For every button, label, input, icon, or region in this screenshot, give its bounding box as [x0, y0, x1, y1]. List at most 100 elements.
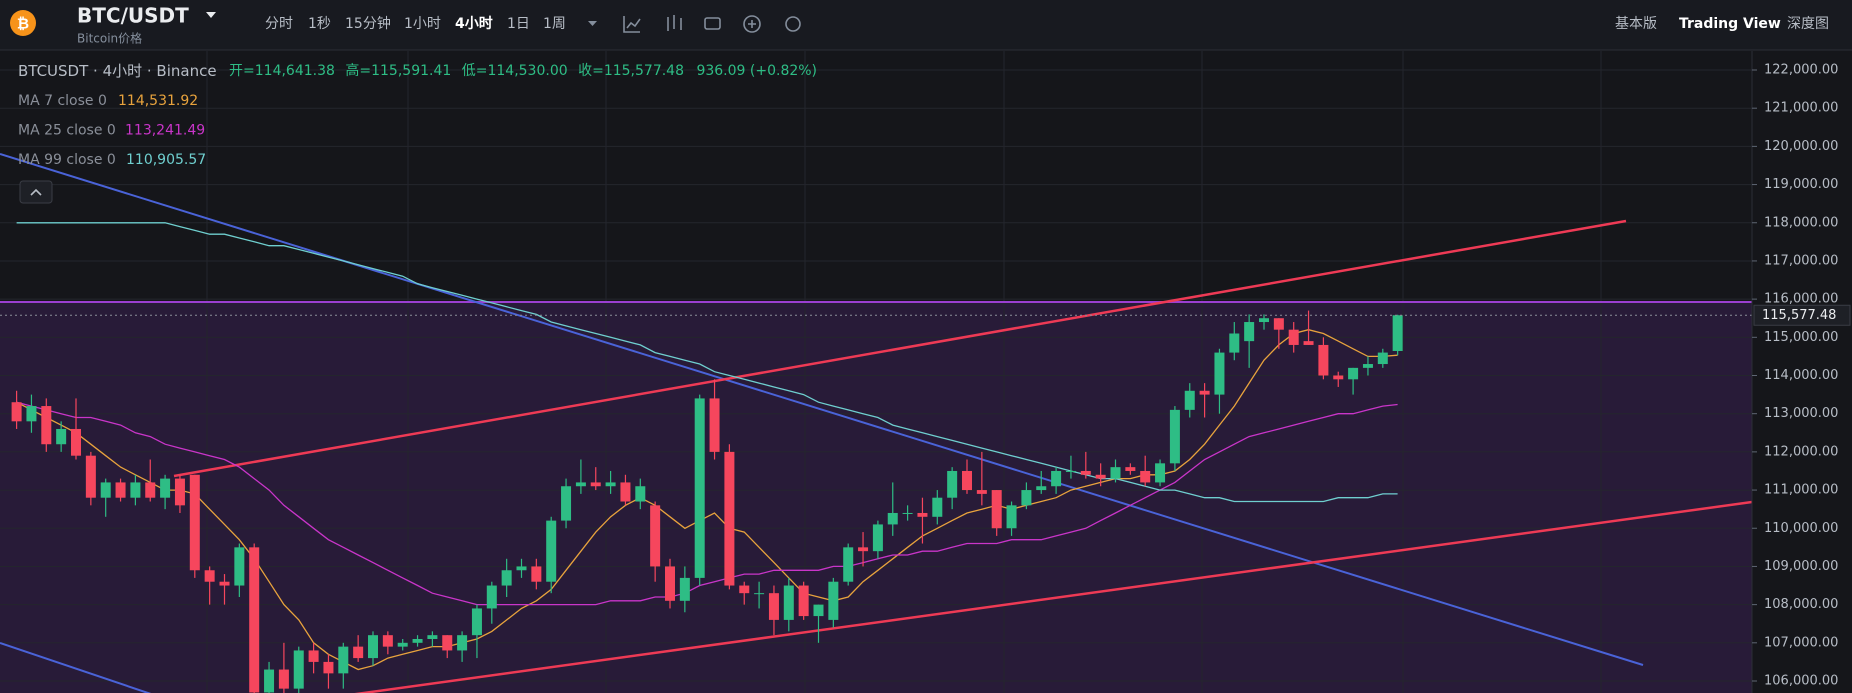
candle-body — [486, 585, 497, 609]
y-tick-label: 112,000.00 — [1764, 444, 1838, 459]
close-value: 115,577.48 — [604, 63, 684, 79]
interval[interactable]: 4小时 — [455, 15, 493, 32]
open-prefix: 开= — [229, 63, 255, 79]
symbol-dropdown[interactable] — [206, 12, 216, 18]
screenshot-icon[interactable] — [704, 17, 721, 30]
candle-body — [872, 524, 883, 552]
y-tick-label: 106,000.00 — [1764, 674, 1838, 689]
ma-value: 113,241.49 — [125, 123, 205, 139]
y-tick-label: 113,000.00 — [1764, 406, 1838, 421]
candle-body — [1080, 470, 1091, 475]
candle-body — [1095, 474, 1106, 479]
candle-body — [397, 642, 408, 647]
moving-average — [16, 329, 1398, 671]
trendline-red-upper[interactable] — [173, 219, 1627, 478]
candle-body — [427, 635, 438, 639]
interval-more[interactable] — [588, 21, 597, 26]
candle-body — [932, 497, 943, 517]
candle-body — [1288, 329, 1299, 345]
candle-body — [605, 482, 616, 487]
collapse-icon — [30, 188, 42, 196]
close-prefix: 收= — [578, 63, 604, 79]
symbol[interactable]: BTC/USDT — [77, 4, 189, 28]
settings-icon[interactable] — [785, 16, 801, 32]
candle-body — [575, 482, 586, 487]
candle-body — [783, 585, 794, 620]
interval[interactable]: 分时 — [265, 16, 293, 32]
view-depth[interactable]: 深度图 — [1787, 16, 1829, 32]
candle-body — [382, 635, 393, 647]
y-tick-label: 118,000.00 — [1764, 215, 1838, 230]
candle-body — [1377, 352, 1388, 365]
view-tradingview[interactable]: Trading View — [1679, 16, 1781, 32]
candle-body — [442, 635, 453, 651]
interval[interactable]: 1日 — [507, 16, 530, 32]
candle-body — [1051, 470, 1062, 487]
candle-body — [991, 490, 1002, 529]
y-tick-label: 119,000.00 — [1764, 177, 1838, 192]
candle-body — [353, 646, 364, 659]
trendline-blue-2[interactable] — [0, 642, 154, 693]
candle-body — [798, 585, 809, 617]
candle-body — [1036, 486, 1047, 491]
y-tick-label: 111,000.00 — [1764, 483, 1838, 498]
candle-body — [858, 547, 869, 552]
plot-top — [0, 51, 1752, 302]
coin-glyph: ₿ — [17, 15, 29, 33]
candle-body — [1259, 318, 1269, 323]
high-prefix: 高= — [345, 62, 371, 79]
candle-body — [130, 482, 141, 498]
candle-type-icon[interactable] — [667, 15, 682, 31]
candle-body — [1362, 364, 1373, 368]
candle-body — [665, 566, 675, 601]
coin-icon — [10, 10, 36, 36]
candle-body — [501, 570, 512, 586]
interval[interactable]: 1秒 — [308, 16, 331, 32]
candle-body — [709, 398, 720, 452]
candle-body — [754, 593, 765, 595]
collapse-legend[interactable] — [19, 180, 53, 204]
y-tick-label: 110,000.00 — [1764, 521, 1838, 536]
toolbar — [0, 0, 1852, 50]
candle-body — [1065, 470, 1076, 472]
candle-body — [516, 566, 527, 571]
ma-value: 110,905.57 — [126, 152, 206, 168]
candle-body — [694, 398, 705, 578]
candle-body — [145, 482, 156, 498]
candle-body — [160, 478, 171, 498]
add-icon[interactable] — [743, 15, 761, 33]
y-tick-label: 108,000.00 — [1764, 597, 1838, 612]
candle-body — [1273, 318, 1284, 330]
candle-body — [278, 669, 289, 689]
candle-body — [813, 604, 824, 617]
y-tick-label: 122,000.00 — [1764, 63, 1838, 78]
candle-body — [546, 520, 557, 582]
candle-body — [1184, 390, 1195, 410]
candle-body — [828, 581, 839, 620]
y-tick-label: 117,000.00 — [1764, 253, 1838, 268]
trendline-red-lower[interactable] — [320, 500, 1752, 693]
candle-body — [768, 593, 779, 620]
trendline-blue[interactable] — [0, 153, 1644, 666]
change-value: 936.09 (+0.82%) — [696, 63, 817, 79]
last-price-box — [1753, 304, 1851, 326]
candle-body — [323, 661, 334, 674]
moving-average — [16, 222, 1398, 503]
candle-body — [1214, 352, 1225, 395]
view-basic[interactable]: 基本版 — [1615, 15, 1657, 32]
candle-body — [85, 455, 96, 498]
candle-body — [293, 650, 304, 689]
ma-name: MA 25 close 0 — [18, 123, 116, 139]
drawn-zone — [0, 302, 1752, 693]
interval[interactable]: 1小时 — [404, 16, 441, 32]
interval[interactable]: 15分钟 — [345, 15, 391, 32]
candle-body — [1140, 470, 1151, 483]
candle-body — [71, 428, 81, 456]
candle-body — [1392, 315, 1403, 352]
candle-body — [368, 635, 378, 659]
ma-name: MA 7 close 0 — [18, 93, 107, 109]
indicator-icon[interactable] — [623, 16, 641, 33]
y-tick-label: 107,000.00 — [1764, 635, 1838, 650]
candle-body — [739, 585, 750, 594]
interval[interactable]: 1周 — [543, 16, 566, 32]
